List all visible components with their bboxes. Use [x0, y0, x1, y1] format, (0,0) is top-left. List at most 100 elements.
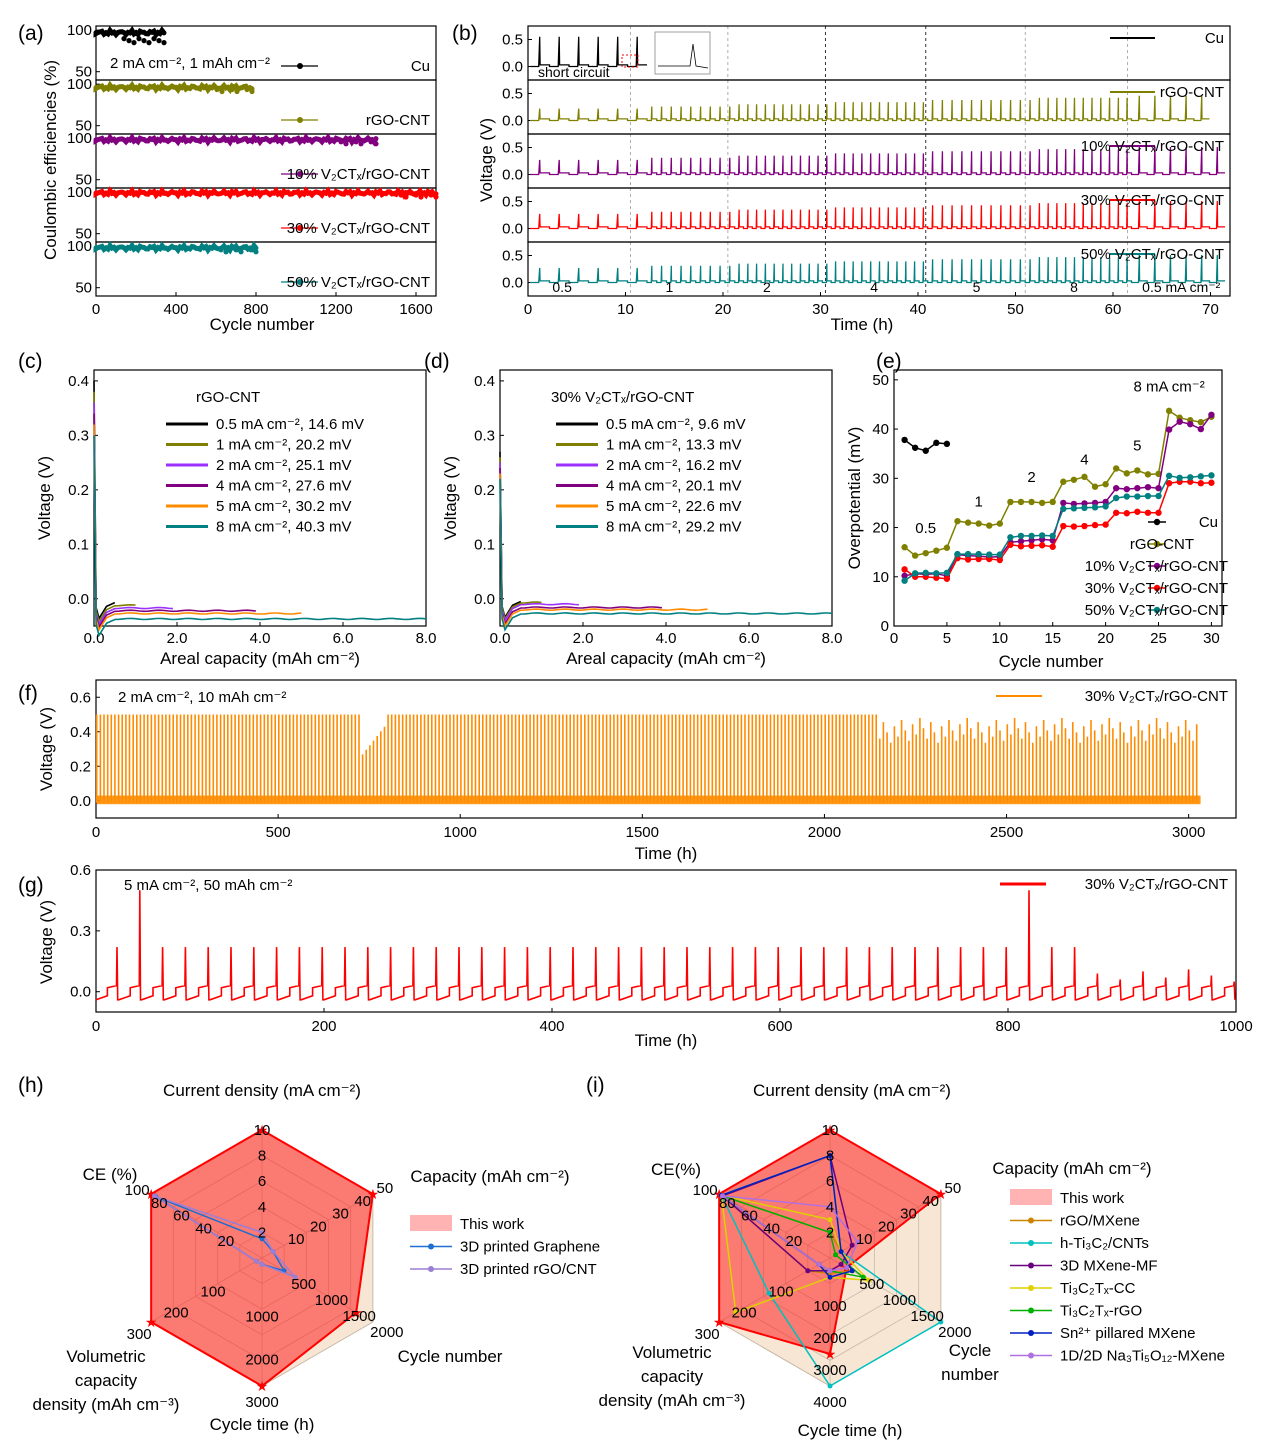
legend-label: h-Ti₃C₂/CNTs — [1060, 1235, 1149, 1252]
x-tick-label: 20 — [1097, 630, 1114, 647]
axes-frame — [95, 869, 1237, 1013]
rate-label: 1 — [665, 279, 673, 295]
data-point — [224, 84, 230, 91]
annotation: short circuit — [538, 64, 610, 80]
legend-label: 30% V₂CTₓ/rGO-CNT — [1085, 580, 1228, 597]
x-tick-label: 0.0 — [490, 630, 511, 647]
inset-trace — [658, 43, 709, 69]
data-point — [1187, 478, 1194, 485]
radar-axis-label: number — [941, 1365, 999, 1384]
data-point — [368, 139, 374, 145]
data-point — [1102, 498, 1109, 506]
radar-tick-label: 100 — [125, 1182, 150, 1199]
rate-label: 0.5 — [915, 520, 936, 537]
legend-label: 50% V₂CTₓ/rGO-CNT — [1081, 246, 1224, 263]
radar-point — [860, 1274, 866, 1280]
x-tick-label: 6.0 — [739, 630, 760, 647]
legend-label: rGO-CNT — [1160, 84, 1224, 101]
data-point — [234, 88, 240, 95]
panel-label-e: (e) — [876, 350, 902, 373]
data-series — [904, 481, 1212, 580]
data-point — [1123, 470, 1130, 477]
legend-marker — [1153, 518, 1161, 526]
radar-tick-label: 20 — [785, 1233, 802, 1250]
x-tick-label: 0 — [92, 1018, 100, 1035]
data-point — [218, 247, 224, 253]
data-point — [353, 139, 359, 145]
radar-point: ★ — [145, 1314, 158, 1330]
radar-axis-label: Capacity (mAh cm⁻²) — [410, 1167, 569, 1186]
legend-label: 50% V₂CTₓ/rGO-CNT — [1085, 602, 1228, 619]
radar-series — [150, 1128, 374, 1388]
data-point — [1070, 500, 1078, 508]
radar-point — [855, 1239, 861, 1245]
y-tick-label: 50 — [75, 280, 92, 297]
data-point — [943, 569, 951, 577]
legend-marker — [297, 63, 303, 69]
data-point — [209, 84, 215, 91]
data-series — [93, 186, 439, 200]
data-point — [975, 520, 982, 527]
data-point — [1007, 534, 1014, 541]
y-tick-label: 0.2 — [70, 758, 91, 775]
legend-marker — [1028, 1262, 1034, 1269]
legend-label: 30% V₂CTₓ/rGO-CNT — [1081, 192, 1224, 209]
data-point — [398, 192, 404, 198]
data-point — [433, 194, 439, 200]
data-point — [933, 547, 940, 554]
radar-axis-label: Cycle time (h) — [798, 1421, 903, 1440]
data-point — [373, 141, 379, 147]
radar-tick-label: 8 — [826, 1148, 834, 1165]
radar-axis-label: Cycle — [949, 1341, 992, 1360]
data-series — [97, 795, 1201, 805]
legend-marker — [428, 1243, 434, 1250]
radar-tick-label: 1500 — [342, 1308, 375, 1325]
data-point — [1112, 509, 1120, 516]
panel-title: 30% V₂CTₓ/rGO-CNT — [551, 389, 694, 406]
data-point — [901, 566, 908, 573]
data-point — [1038, 499, 1046, 507]
data-point — [1134, 508, 1141, 515]
x-tick-label: 8.0 — [416, 630, 437, 647]
x-tick-label: 30 — [812, 301, 829, 318]
data-point — [1028, 542, 1035, 549]
legend-label: 3D printed Graphene — [460, 1239, 600, 1256]
y-tick-label: 10 — [872, 569, 889, 586]
y-tick-label: 0.4 — [70, 724, 91, 741]
data-point — [901, 577, 908, 584]
data-point — [1112, 465, 1120, 472]
data-point — [1134, 493, 1141, 500]
panel-label-h: (h) — [18, 1074, 44, 1097]
data-point — [253, 249, 259, 255]
data-point — [393, 190, 399, 196]
radar-tick-label: 20 — [217, 1233, 234, 1250]
data-point — [954, 550, 961, 558]
radar-point: ★ — [713, 1314, 726, 1330]
legend-label: 8 mA cm⁻², 40.3 mV — [216, 519, 351, 536]
rate-label: 8 mA cm⁻² — [1133, 378, 1204, 395]
data-series — [530, 36, 647, 68]
radar-tick-label: 6 — [826, 1173, 834, 1190]
legend-label: 10% V₂CTₓ/rGO-CNT — [1081, 138, 1224, 155]
data-point — [428, 192, 434, 198]
inset — [654, 31, 711, 75]
y-axis-label: Voltage (V) — [37, 707, 56, 791]
y-tick-label: 0.2 — [474, 482, 495, 499]
legend-label: Sn²⁺ pillared MXene — [1060, 1325, 1195, 1342]
data-point — [1017, 498, 1025, 506]
radar-point: ★ — [824, 1122, 837, 1138]
data-point — [1060, 478, 1067, 485]
data-point — [131, 40, 137, 46]
y-tick-label: 0.2 — [68, 482, 89, 499]
y-tick-label: 0.5 — [502, 32, 523, 49]
y-tick-label: 100 — [67, 184, 92, 201]
data-series — [93, 380, 116, 621]
data-point — [1123, 493, 1130, 500]
data-point — [922, 549, 929, 557]
data-point — [911, 552, 919, 559]
data-point — [403, 194, 409, 200]
y-tick-label: 0.0 — [70, 793, 91, 810]
radar-axis-label: Current density (mA cm⁻²) — [753, 1081, 951, 1100]
data-point — [223, 249, 229, 255]
y-tick-label: 0.5 — [502, 248, 523, 265]
